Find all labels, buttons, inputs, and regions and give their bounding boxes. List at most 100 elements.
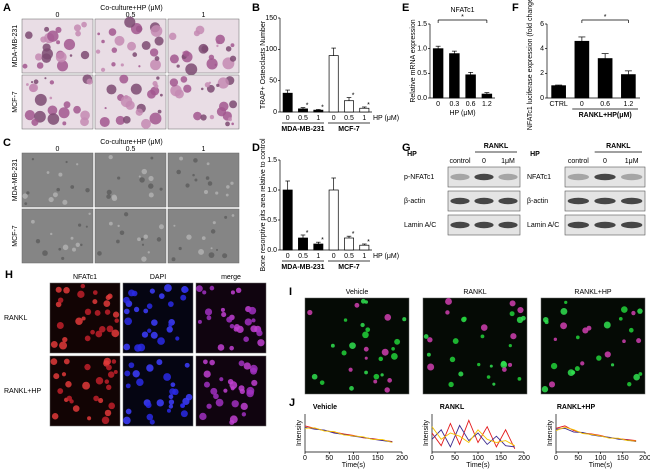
cell-spot [55,301,62,308]
cell-spot [208,252,215,258]
x-tick-label: 0.6 [466,101,476,108]
cell-spot [209,114,215,120]
cell-spot [47,30,59,42]
cell-spot [229,323,235,329]
cell-spot [637,308,643,314]
cell-spot [205,176,210,180]
significance-marker: * [352,92,355,99]
column-label: RANKL+HP [574,289,611,296]
cell-spot [244,318,252,326]
cell-spot [150,59,161,71]
cell-spot [580,361,585,366]
cell-spot [194,178,198,182]
cell-spot [93,395,99,402]
cell-spot [73,24,82,32]
x-tick-label: 0 [332,115,336,122]
cell-spot [173,224,176,227]
x-tick-label: 50 [451,455,459,462]
cell-spot [50,232,53,236]
cell-spot [117,224,120,228]
cell-spot [141,41,151,50]
cell-spot [233,324,240,331]
cell-spot [80,283,86,289]
cell-spot [81,316,86,321]
cell-spot [124,317,133,326]
x-tick-label: 150 [372,455,384,462]
cell-spot [427,337,433,343]
cell-spot [203,381,210,388]
y-axis-label: Intensity [547,419,554,446]
cell-spot [229,419,235,425]
column-label: 1 [202,12,206,19]
cell-spot [55,286,62,293]
cell-spot [124,370,131,377]
chart-title: Vehicle [313,404,337,411]
cell-spot [360,322,365,328]
cell-spot [226,316,233,323]
cell-spot [69,54,73,57]
cell-spot [170,382,176,388]
band [594,173,616,181]
cell-spot [99,116,110,127]
cell-spot [230,43,235,48]
cell-spot [235,287,242,294]
cell-spot [185,63,198,76]
cell-spot [90,329,95,335]
cell-spot [170,84,182,97]
cell-spot [26,191,30,195]
cell-spot [169,78,179,87]
cell-spot [184,362,190,368]
stimulus-label: RANKL [484,143,509,150]
band [621,221,643,229]
panel-letter: G [402,142,411,154]
cell-spot [70,185,75,189]
cell-spot [55,51,67,63]
cell-spot [210,247,213,250]
cell-spot [123,416,131,425]
cell-spot [158,293,165,299]
cell-spot [206,315,212,321]
cell-spot [603,321,611,329]
cell-spot [343,318,348,322]
y-axis-label: Intensity [296,419,303,446]
cell-spot [141,256,147,262]
cell-spot [156,399,164,407]
cell-spot [231,400,239,408]
x-tick-label: 0 [303,455,307,462]
cell-spot [215,34,225,45]
row-label: MCF-7 [12,91,19,112]
cell-spot [575,335,580,340]
panel-header: Co-culture+HP (μM) [100,5,162,12]
cell-spot [128,289,135,297]
group-label: MCF-7 [338,126,359,133]
cell-spot [40,36,47,43]
x-tick-label: 200 [518,455,530,462]
cell-spot [604,351,611,358]
cell-spot [582,327,589,334]
x-tick-label: 0 [554,455,558,462]
group-label: MDA-MB-231 [281,264,324,271]
cell-spot [363,346,369,352]
band [621,173,643,181]
column-label: 0.5 [126,12,136,19]
cell-spot [224,215,228,219]
y-axis-label: Intensity [423,419,430,446]
cell-spot [246,389,254,398]
panel-letter: J [289,397,295,409]
cell-spot [241,412,247,417]
cell-spot [219,377,224,382]
cell-spot [564,300,568,305]
cell-spot [362,331,369,339]
bar [551,85,566,99]
row-label: MDA-MB-231 [12,159,19,202]
y-tick-label: 0.5 [267,217,277,224]
panel-letter: F [512,2,519,14]
cell-spot [448,381,454,388]
cell-spot [204,308,213,316]
x-tick-label: 0.5 [344,253,354,260]
x-tick-label: 0 [436,101,440,108]
cell-spot [180,403,185,408]
cell-spot [143,308,149,314]
cell-spot [239,388,245,394]
